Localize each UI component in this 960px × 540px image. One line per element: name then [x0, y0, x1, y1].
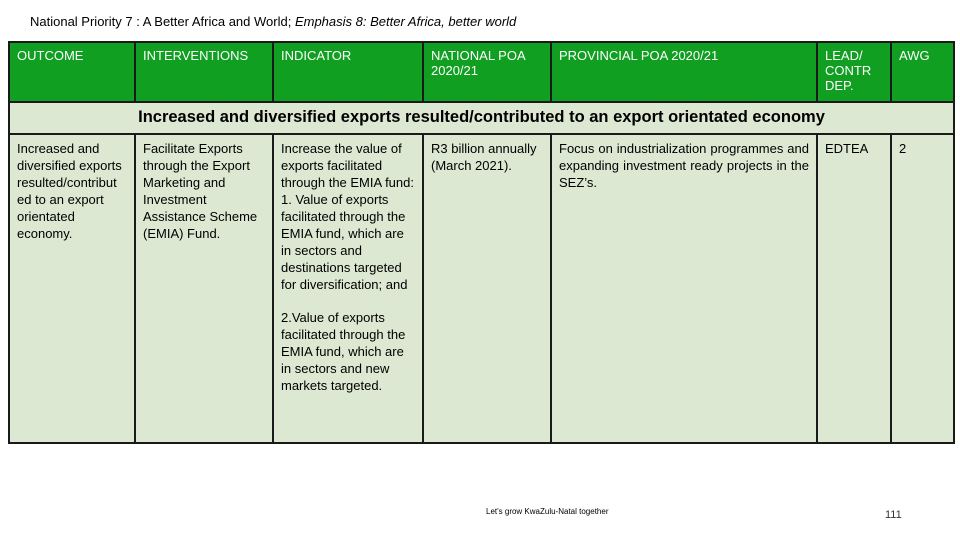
priority-table: OUTCOME INTERVENTIONS INDICATOR NATIONAL…: [8, 41, 955, 444]
header-provincial-poa: PROVINCIAL POA 2020/21: [550, 41, 818, 103]
page-title: National Priority 7 : A Better Africa an…: [30, 14, 516, 29]
cell-awg: 2: [890, 133, 955, 444]
page-number: 111: [885, 509, 902, 521]
outcome-band-row: Increased and diversified exports result…: [8, 101, 955, 135]
cell-lead-dep: EDTEA: [816, 133, 892, 444]
header-interventions: INTERVENTIONS: [134, 41, 274, 103]
header-indicator: INDICATOR: [272, 41, 424, 103]
title-prefix: National Priority 7 : A Better Africa an…: [30, 14, 295, 29]
header-lead-dep: LEAD/ CONTR DEP.: [816, 41, 892, 103]
indicator-spacer: [281, 293, 415, 309]
footer-slogan: Let's grow KwaZulu-Natal together: [486, 507, 609, 516]
indicator-part-1: Increase the value of exports facilitate…: [281, 141, 414, 292]
header-national-poa: NATIONAL POA 2020/21: [422, 41, 552, 103]
header-awg: AWG: [890, 41, 955, 103]
table-row: Increased and diversified exports result…: [8, 133, 955, 444]
cell-outcome: Increased and diversified exports result…: [8, 133, 136, 444]
cell-provincial-poa: Focus on industrialization programmes an…: [550, 133, 818, 444]
title-emphasis: Emphasis 8: Better Africa, better world: [294, 14, 517, 29]
cell-indicator: Increase the value of exports facilitate…: [272, 133, 424, 444]
header-outcome: OUTCOME: [8, 41, 136, 103]
cell-national-poa: R3 billion annually (March 2021).: [422, 133, 552, 444]
header-row: OUTCOME INTERVENTIONS INDICATOR NATIONAL…: [8, 41, 955, 103]
indicator-part-2: 2.Value of exports facilitated through t…: [281, 310, 406, 393]
outcome-band: Increased and diversified exports result…: [8, 101, 955, 135]
cell-interventions: Facilitate Exports through the Export Ma…: [134, 133, 274, 444]
